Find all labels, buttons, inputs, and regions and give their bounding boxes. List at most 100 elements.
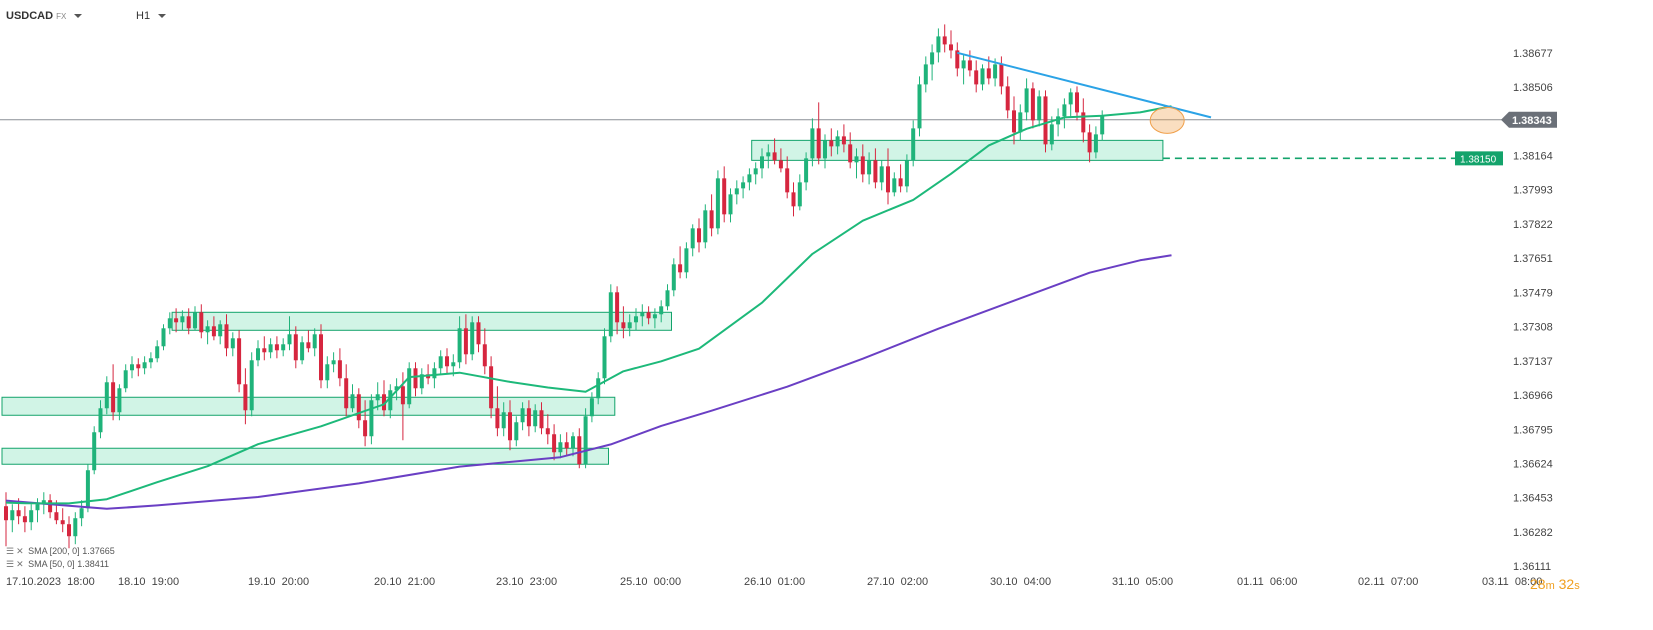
candle-bullish[interactable] — [104, 382, 109, 409]
candle-bullish[interactable] — [205, 326, 210, 333]
candle-bearish[interactable] — [319, 334, 323, 381]
candle-bullish[interactable] — [596, 378, 601, 399]
candle-bearish[interactable] — [482, 344, 487, 367]
candle-bearish[interactable] — [955, 50, 960, 69]
candle-bullish[interactable] — [325, 364, 330, 381]
candle-bullish[interactable] — [665, 290, 670, 307]
candle-bullish[interactable] — [804, 158, 809, 183]
candle-bearish[interactable] — [495, 408, 500, 429]
candle-bullish[interactable] — [394, 386, 399, 391]
candle-bearish[interactable] — [1075, 92, 1079, 113]
candle-bearish[interactable] — [1087, 132, 1092, 153]
support-resistance-zone[interactable] — [171, 311, 672, 331]
sma200-line[interactable] — [5, 254, 1172, 510]
candle-bullish[interactable] — [155, 346, 160, 359]
candle-bearish[interactable] — [67, 524, 71, 537]
candle-bearish[interactable] — [577, 436, 582, 465]
candle-bullish[interactable] — [608, 292, 613, 337]
candle-bearish[interactable] — [293, 334, 298, 361]
candle-bullish[interactable] — [671, 264, 676, 291]
candle-bullish[interactable] — [835, 136, 840, 147]
candle-bearish[interactable] — [306, 342, 311, 349]
candle-bearish[interactable] — [1081, 112, 1086, 133]
candle-bullish[interactable] — [571, 436, 575, 449]
candle-bullish[interactable] — [438, 356, 443, 369]
candle-bullish[interactable] — [268, 344, 273, 353]
candle-bullish[interactable] — [419, 374, 424, 389]
candle-bullish[interactable] — [85, 470, 90, 509]
candle-bullish[interactable] — [432, 368, 437, 379]
candle-bearish[interactable] — [211, 326, 216, 337]
candle-bullish[interactable] — [753, 168, 758, 175]
candle-bearish[interactable] — [816, 128, 821, 159]
candle-bullish[interactable] — [936, 36, 941, 53]
candle-bearish[interactable] — [942, 36, 947, 45]
candle-bearish[interactable] — [615, 292, 620, 323]
candle-bearish[interactable] — [16, 510, 21, 517]
candle-bullish[interactable] — [892, 178, 897, 193]
candle-bullish[interactable] — [627, 322, 632, 329]
candle-bearish[interactable] — [243, 384, 248, 411]
candle-bullish[interactable] — [369, 400, 374, 437]
candle-bullish[interactable] — [230, 338, 235, 349]
candle-bearish[interactable] — [526, 408, 531, 427]
candle-bearish[interactable] — [186, 316, 191, 329]
candle-bullish[interactable] — [142, 362, 147, 369]
candle-bearish[interactable] — [898, 178, 903, 187]
candle-bullish[interactable] — [558, 442, 563, 453]
candle-bullish[interactable] — [407, 368, 412, 405]
candle-bullish[interactable] — [256, 348, 260, 361]
candle-bullish[interactable] — [823, 140, 827, 159]
candle-bearish[interactable] — [400, 386, 405, 405]
candle-bullish[interactable] — [130, 364, 134, 371]
legend-sma50[interactable]: ☰ ✕ SMA [50, 0] 1.38411 — [6, 559, 109, 570]
candle-bearish[interactable] — [886, 166, 890, 193]
candle-bullish[interactable] — [457, 328, 462, 363]
candle-bullish[interactable] — [123, 370, 128, 389]
timeframe-selector[interactable]: H1 — [136, 10, 167, 22]
indicator-remove-icon[interactable]: ✕ — [16, 559, 24, 569]
indicator-menu-icon[interactable]: ☰ — [6, 559, 15, 569]
indicator-menu-icon[interactable]: ☰ — [6, 546, 15, 556]
candle-bearish[interactable] — [262, 348, 267, 353]
candle-bullish[interactable] — [684, 248, 689, 273]
candle-bearish[interactable] — [722, 178, 727, 215]
candle-bullish[interactable] — [961, 60, 966, 69]
candle-bullish[interactable] — [73, 518, 78, 537]
descending-trendline[interactable] — [957, 51, 1212, 119]
candle-bearish[interactable] — [1005, 86, 1010, 111]
candle-bearish[interactable] — [709, 210, 714, 229]
candle-bullish[interactable] — [1093, 134, 1098, 153]
candle-bearish[interactable] — [678, 264, 683, 273]
candle-bearish[interactable] — [136, 364, 141, 369]
candle-bearish[interactable] — [860, 156, 865, 175]
candle-bullish[interactable] — [281, 344, 286, 351]
candle-bearish[interactable] — [22, 516, 27, 523]
timeframe-dropdown-caret-icon[interactable] — [158, 14, 167, 19]
candle-bullish[interactable] — [652, 314, 657, 319]
candle-bullish[interactable] — [690, 228, 695, 249]
candle-bullish[interactable] — [917, 84, 922, 129]
candle-bearish[interactable] — [224, 324, 229, 349]
candle-bullish[interactable] — [810, 128, 815, 159]
candle-bearish[interactable] — [646, 312, 651, 319]
candle-bullish[interactable] — [350, 394, 355, 409]
candle-bullish[interactable] — [583, 416, 588, 465]
candle-bullish[interactable] — [1100, 116, 1105, 135]
candle-bearish[interactable] — [999, 64, 1004, 87]
candle-bullish[interactable] — [35, 504, 40, 511]
candle-bearish[interactable] — [382, 394, 386, 411]
candle-bullish[interactable] — [1068, 92, 1073, 105]
symbol-dropdown-caret-icon[interactable] — [74, 14, 83, 19]
candle-bullish[interactable] — [602, 336, 607, 379]
candle-bullish[interactable] — [29, 510, 34, 523]
candle-bullish[interactable] — [766, 152, 771, 157]
candle-bullish[interactable] — [1056, 116, 1061, 125]
candle-bearish[interactable] — [237, 338, 242, 385]
candle-bearish[interactable] — [54, 512, 59, 521]
candle-bullish[interactable] — [41, 500, 46, 505]
candle-bearish[interactable] — [785, 168, 790, 193]
candle-bearish[interactable] — [1043, 96, 1048, 145]
symbol-selector[interactable]: USDCAD FX — [6, 10, 83, 22]
